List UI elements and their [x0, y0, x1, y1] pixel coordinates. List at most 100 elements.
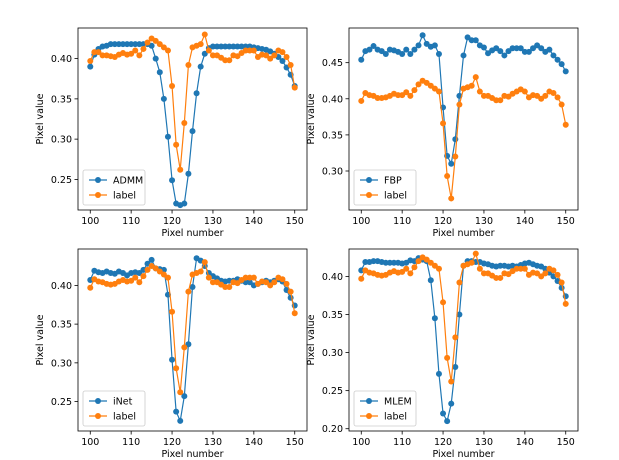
y-tick-label: 0.30	[322, 167, 343, 178]
data-point	[185, 341, 192, 348]
x-tick-label: 100	[352, 437, 370, 448]
legend-marker	[366, 413, 372, 419]
data-point	[411, 46, 418, 53]
data-point	[558, 284, 565, 291]
y-tick-label: 0.35	[322, 310, 343, 321]
data-point	[423, 256, 430, 263]
data-point	[407, 51, 414, 57]
data-point	[181, 344, 188, 351]
data-point	[358, 56, 365, 63]
data-point	[263, 52, 270, 59]
data-point	[173, 141, 180, 148]
data-point	[431, 315, 438, 322]
data-point	[140, 45, 147, 52]
x-tick-label: 130	[204, 437, 222, 448]
data-point	[542, 270, 549, 277]
y-tick-label: 0.20	[322, 424, 343, 435]
data-point	[448, 195, 455, 202]
data-point	[444, 418, 451, 425]
data-point	[287, 288, 294, 295]
data-point	[140, 273, 147, 280]
data-point	[156, 41, 163, 48]
data-point	[128, 277, 135, 284]
legend-marker	[366, 177, 372, 183]
y-tick-label: 0.35	[51, 94, 72, 105]
data-point	[156, 268, 163, 275]
data-point	[440, 299, 447, 306]
data-point	[517, 45, 524, 52]
data-point	[435, 88, 442, 95]
data-point	[132, 47, 139, 54]
data-point	[435, 265, 442, 272]
data-point	[538, 273, 545, 280]
data-point	[201, 31, 208, 38]
data-point	[169, 82, 176, 89]
legend-marker	[95, 192, 101, 198]
chart-panel-4: 100 110 120 130 140 150 0.20 0.25 0.30 0.35 0.40 Pi…	[306, 248, 579, 460]
data-point	[399, 51, 406, 57]
data-point	[164, 47, 171, 54]
y-axis-label: Pixel value	[306, 93, 317, 144]
data-point	[201, 50, 208, 57]
data-point	[128, 50, 135, 57]
data-point	[452, 153, 459, 160]
y-tick-label: 0.40	[51, 281, 72, 292]
data-point	[444, 354, 451, 361]
data-point	[550, 90, 557, 96]
legend-marker	[366, 192, 372, 198]
x-tick-label: 120	[434, 437, 452, 448]
data-point	[468, 82, 475, 89]
data-point	[403, 89, 410, 96]
data-point	[558, 279, 565, 286]
data-point	[452, 334, 459, 341]
data-point	[452, 364, 459, 371]
data-point	[169, 356, 176, 363]
y-tick-label: 0.40	[322, 272, 343, 283]
data-point	[480, 44, 487, 51]
data-point	[287, 62, 294, 69]
data-point	[267, 282, 274, 289]
data-point	[181, 393, 188, 400]
y-tick-label: 0.30	[51, 135, 72, 146]
x-tick-label: 150	[557, 216, 575, 227]
axes-frame	[77, 248, 308, 432]
data-point	[193, 90, 200, 97]
y-tick-label: 0.25	[51, 397, 72, 408]
data-point	[279, 58, 286, 65]
data-point	[148, 42, 155, 49]
data-point	[419, 32, 426, 39]
data-point	[407, 92, 414, 99]
data-point	[554, 271, 561, 278]
data-point	[87, 58, 94, 65]
x-tick-label: 150	[286, 216, 304, 227]
axes-frame	[348, 248, 579, 432]
data-point	[554, 56, 561, 63]
data-point	[234, 280, 241, 287]
legend: iNet label	[82, 390, 146, 427]
series-label	[87, 259, 298, 396]
data-point	[226, 57, 233, 64]
x-axis-label: Pixel number	[432, 449, 494, 460]
data-point	[431, 42, 438, 49]
legend-label: MLEM	[384, 397, 412, 408]
data-point	[87, 284, 94, 291]
series-fbp	[358, 32, 569, 167]
data-point	[205, 47, 212, 54]
series-label	[358, 250, 569, 385]
data-point	[542, 92, 549, 99]
x-tick-label: 130	[475, 437, 493, 448]
x-tick-label: 150	[286, 437, 304, 448]
x-tick-label: 110	[393, 216, 411, 227]
x-tick-label: 100	[81, 216, 99, 227]
data-point	[152, 265, 159, 272]
data-point	[271, 279, 278, 286]
data-point	[472, 74, 479, 81]
data-point	[448, 378, 455, 385]
y-tick-label: 0.30	[322, 348, 343, 359]
data-point	[234, 53, 241, 60]
data-point	[431, 262, 438, 269]
data-point	[164, 133, 171, 140]
data-point	[448, 160, 455, 167]
legend-marker	[95, 413, 101, 419]
y-axis-label: Pixel value	[35, 93, 46, 144]
